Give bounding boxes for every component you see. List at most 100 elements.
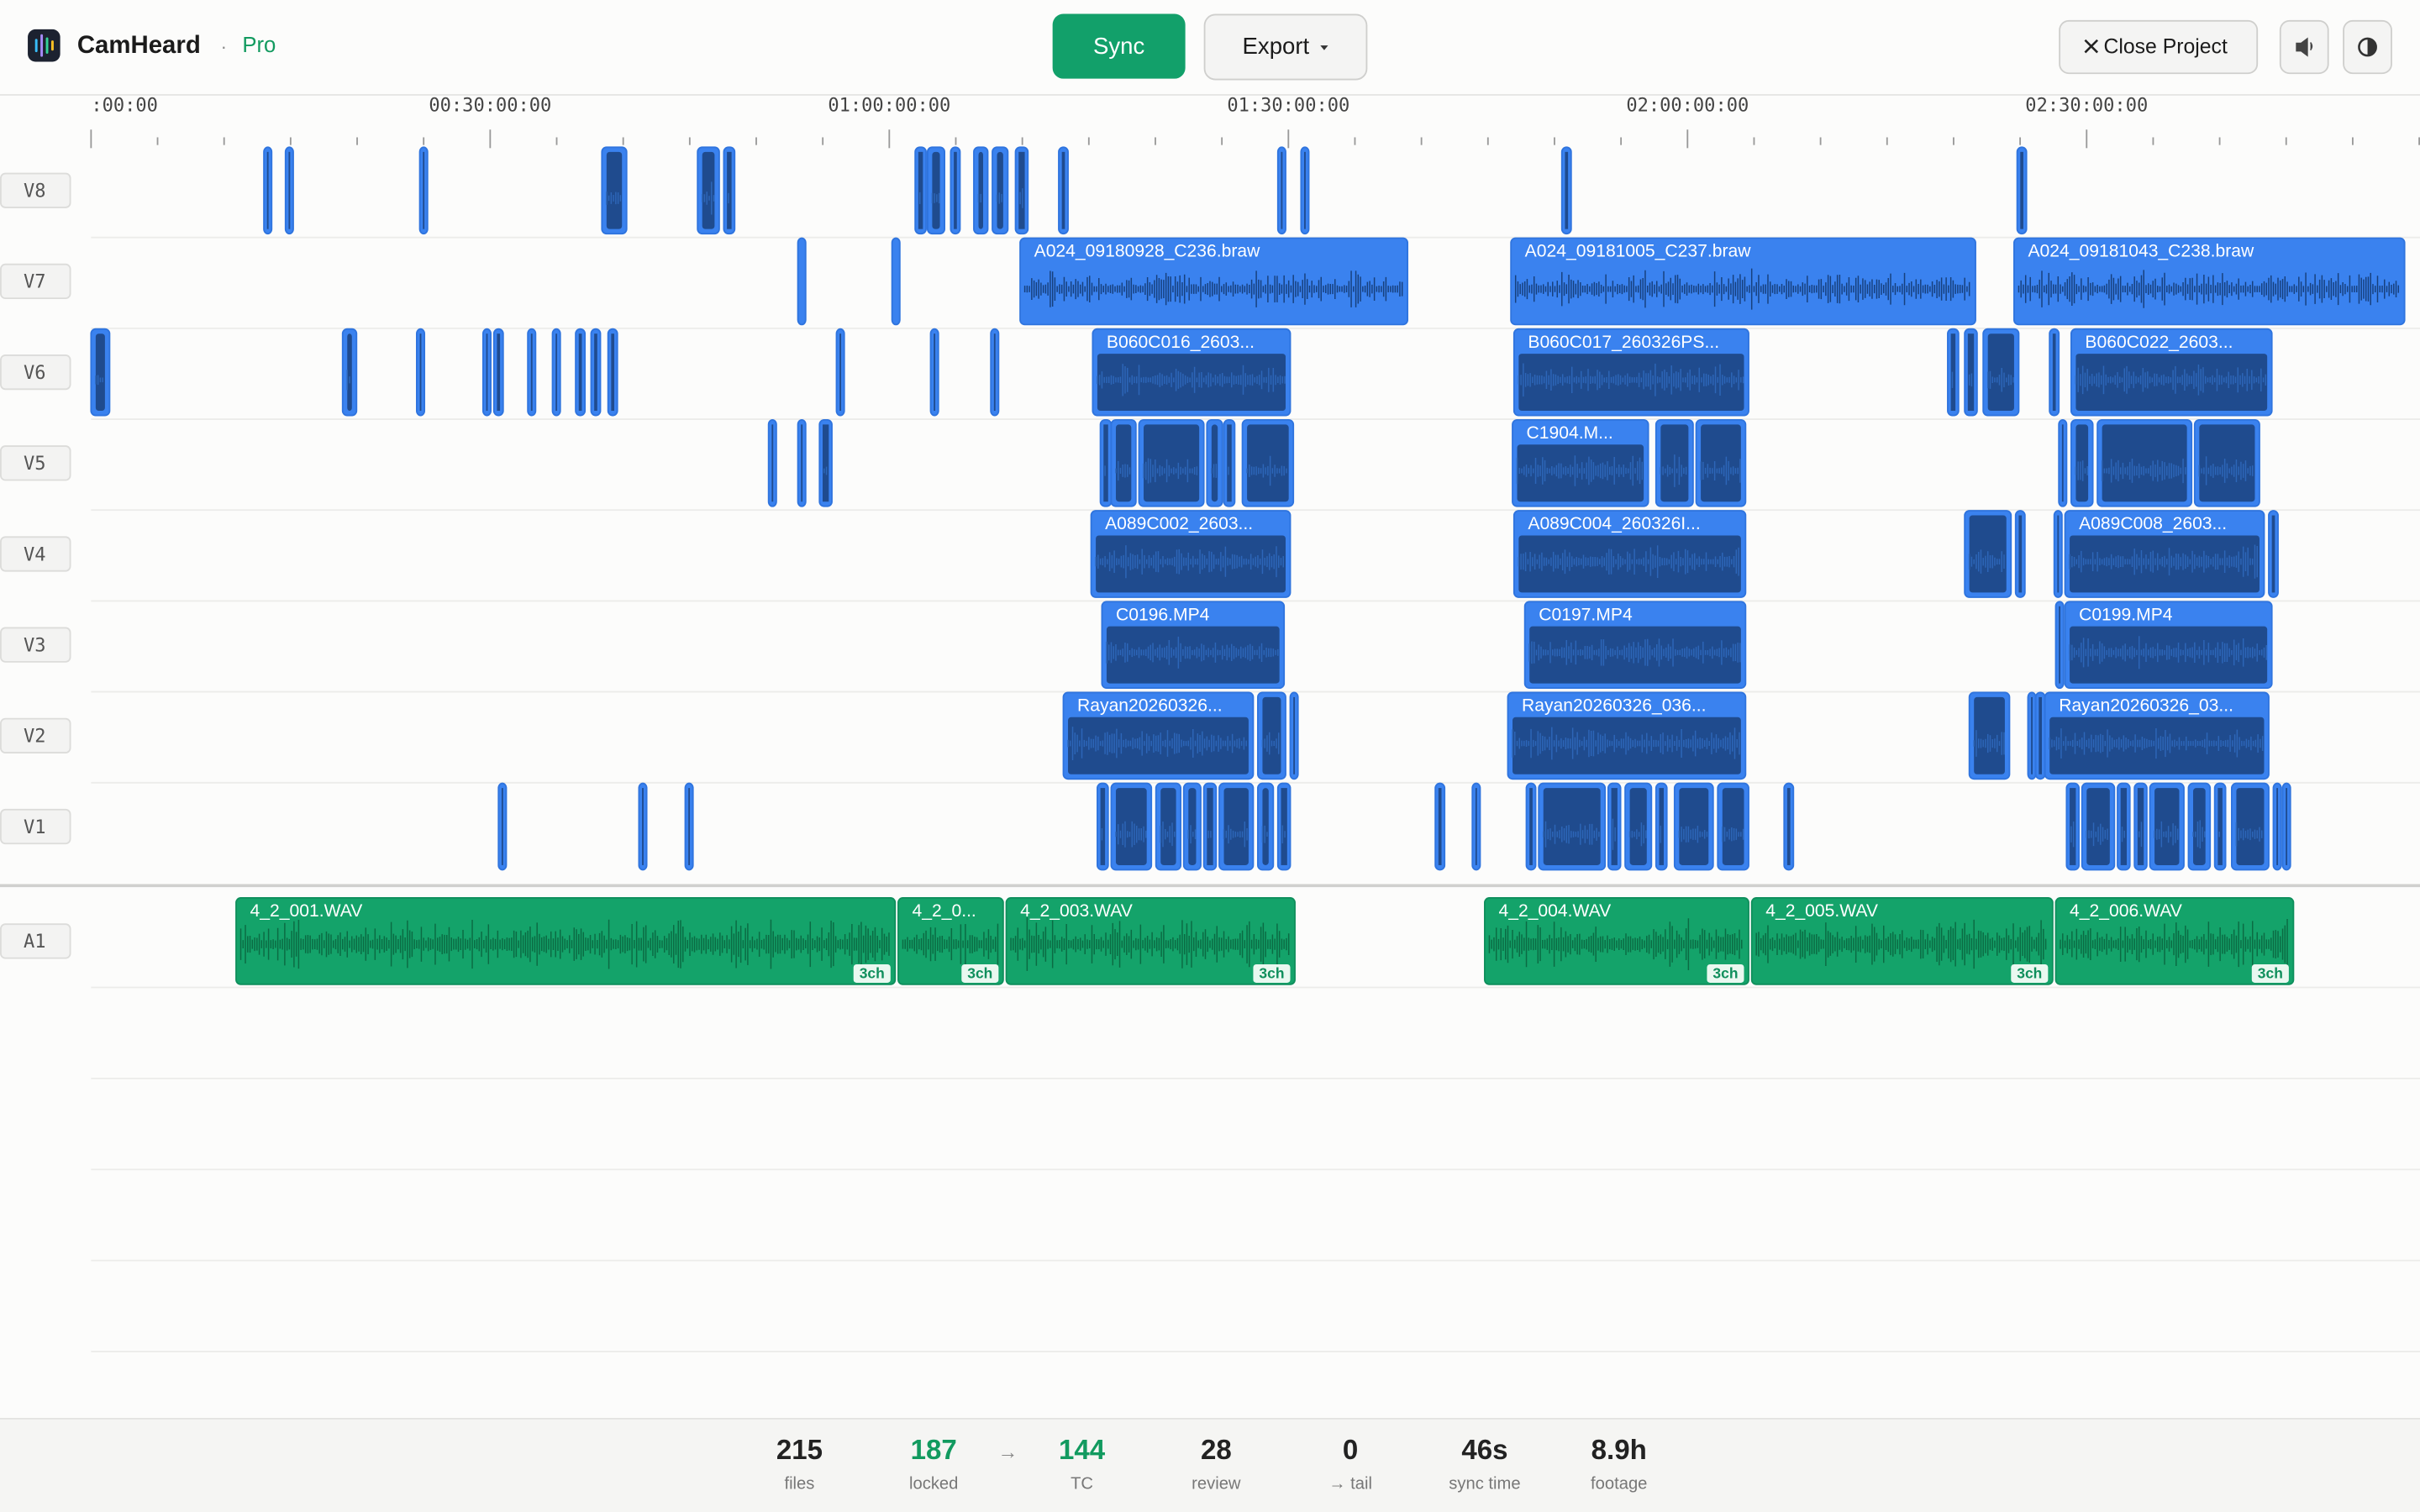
clip-inner [2070,626,2268,684]
clip-segment [1964,510,2012,598]
clip-name: Rayan20260326_03... [2059,696,2233,716]
stat-label: locked [909,1474,958,1493]
clip-segment [1673,782,1714,871]
clip-inner [2075,354,2268,412]
audio-clip: 4_2_006.WAV 3ch [2054,897,2295,985]
clip-segment [1947,328,1960,417]
clip-segment [1607,782,1622,871]
logo-bars [34,34,54,57]
clip: C1904.M... [1512,418,1649,507]
waveform [1023,270,1403,307]
clip-segment [990,328,1000,417]
waveform [1281,825,1286,843]
waveform [2070,822,2075,848]
clip-segment [1223,418,1236,507]
stat-label: files [784,1474,814,1493]
waveform [1246,455,1287,486]
clip-inner [934,333,936,412]
clip-segment [2016,146,2028,235]
audio-clip: 4_2_0... 3ch [897,897,1004,985]
clip-segment [1655,418,1694,507]
clip-segment [797,418,807,507]
clip-inner [2137,788,2144,865]
channel-badge [2011,963,2049,984]
close-project-label: Close Project [2103,35,2227,58]
clip-inner [1629,788,1647,865]
close-project-button[interactable] [2059,19,2259,75]
clip-inner [1543,788,1601,865]
clip-inner [2057,515,2060,593]
waveform [1722,826,1744,843]
clip-inner [2031,696,2033,774]
clip-inner [1438,788,1442,865]
clip-inner [801,424,803,502]
clip-segment [2213,782,2227,871]
clip-inner [486,333,488,412]
clip-segment [2058,418,2068,507]
clip-inner [1100,788,1106,865]
stat-label: sync time [1449,1474,1520,1493]
clip-segment [797,237,807,326]
clip: A024_09181043_C238.braw [2013,237,2406,326]
clip: C0196.MP4 [1101,601,1286,690]
waveform [2069,636,2267,669]
waveform [1514,268,1970,310]
clip-inner [2070,788,2076,865]
export-button[interactable] [1203,13,1368,81]
clip-segment [601,146,628,235]
clip-name: A024_09180928_C236.braw [1034,242,1261,261]
track-label-box [0,717,71,753]
clip-segment [2096,418,2193,507]
clip-name: Rayan20260326... [1077,696,1223,716]
clip-name: B060C022_2603... [2085,333,2233,352]
clip-inner [1987,333,2014,412]
clip: A089C004_260326I... [1512,510,1747,598]
theme-button[interactable] [2343,19,2392,75]
track-label-box [0,263,71,300]
waveform [977,193,981,202]
audio-clip: 4_2_004.WAV 3ch [1484,897,1749,985]
clip-inner [1974,696,2005,774]
clip-inner [1565,151,1569,229]
audio-clip-name: 4_2_0... [913,901,976,921]
clip-inner [2049,717,2265,774]
clip-segment [950,146,961,235]
clip-segment [1182,782,1202,871]
waveform [2154,821,2179,848]
stat-value: 0 [1343,1435,1358,1466]
clip-inner [771,424,774,502]
sync-button[interactable] [1052,13,1186,79]
clip-segment [284,146,294,235]
clip-inner [1281,151,1283,229]
clip-inner [1144,424,1200,502]
clip-segment [1471,782,1481,871]
waveform [931,192,940,204]
clip: Rayan20260326... [1062,691,1255,780]
audio-clip-name: 4_2_003.WAV [1020,901,1133,921]
clip-segment [1434,782,1446,871]
clip-inner [2120,788,2128,865]
clip: B060C022_2603... [2070,328,2273,417]
clip-segment [341,328,358,417]
clip-segment [416,328,426,417]
track-label: V6 [24,363,46,384]
waveform [2060,918,2288,970]
track-label-box [0,923,71,959]
clip-segment [2065,782,2081,871]
clip-inner [1188,788,1197,865]
clip-inner [1679,788,1709,865]
waveform [1207,830,1212,838]
clip-segment [973,146,989,235]
waveform [1628,822,1647,847]
clip-inner [993,333,996,412]
clip-inner [1207,788,1213,865]
waveform [1019,188,1023,208]
clip-inner [2020,151,2023,229]
clip-inner [997,151,1003,229]
clip: A089C002_2603... [1090,510,1292,598]
clip: A024_09180928_C236.braw [1019,237,1409,326]
clip-segment [2049,328,2060,417]
clip-segment [1257,782,1275,871]
waveform [1986,368,2014,392]
